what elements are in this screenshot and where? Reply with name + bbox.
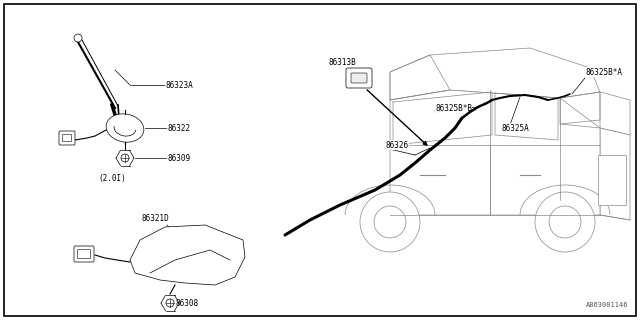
Text: 86323A: 86323A [165, 81, 193, 90]
Text: 86322: 86322 [167, 124, 190, 132]
Bar [598, 155, 626, 205]
Polygon shape [390, 90, 600, 215]
Polygon shape [130, 225, 245, 285]
Polygon shape [390, 48, 600, 100]
Text: 86326: 86326 [385, 140, 408, 149]
Circle shape [360, 192, 420, 252]
Polygon shape [600, 92, 630, 135]
Text: 86308: 86308 [175, 299, 198, 308]
Circle shape [166, 299, 174, 307]
Text: 86321D: 86321D [141, 213, 169, 222]
FancyBboxPatch shape [77, 250, 90, 259]
FancyBboxPatch shape [351, 73, 367, 83]
Text: A863001146: A863001146 [586, 302, 628, 308]
FancyBboxPatch shape [346, 68, 372, 88]
Text: (2.0I): (2.0I) [98, 173, 126, 182]
Text: 86309: 86309 [167, 154, 190, 163]
Circle shape [121, 154, 129, 162]
Text: 86325B*B: 86325B*B [435, 103, 472, 113]
FancyBboxPatch shape [59, 131, 75, 145]
Text: 86325A: 86325A [502, 124, 530, 132]
Circle shape [374, 206, 406, 238]
FancyBboxPatch shape [74, 246, 94, 262]
Text: 86325B*A: 86325B*A [585, 68, 622, 76]
Ellipse shape [106, 114, 144, 142]
Text: 86313B: 86313B [328, 58, 356, 67]
Polygon shape [600, 128, 630, 220]
FancyBboxPatch shape [63, 134, 72, 141]
Circle shape [535, 192, 595, 252]
Circle shape [549, 206, 581, 238]
Circle shape [74, 34, 82, 42]
